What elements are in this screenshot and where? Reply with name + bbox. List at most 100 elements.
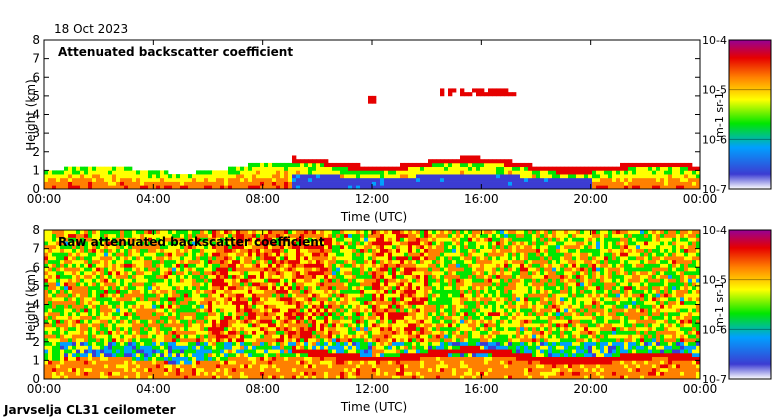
- heatmap-cell: [196, 338, 201, 343]
- heatmap-cell: [328, 300, 333, 305]
- heatmap-cell: [416, 304, 421, 309]
- heatmap-cell: [412, 364, 417, 369]
- heatmap-cell: [316, 293, 321, 298]
- heatmap-cell: [420, 367, 425, 372]
- heatmap-cell: [224, 278, 229, 283]
- heatmap-cell: [196, 259, 201, 264]
- heatmap-cell: [76, 237, 81, 242]
- heatmap-cell: [492, 88, 497, 93]
- heatmap-cell: [80, 319, 85, 324]
- heatmap-cell: [388, 241, 393, 246]
- heatmap-cell: [532, 177, 537, 182]
- heatmap-cell: [216, 270, 221, 276]
- heatmap-cell: [392, 274, 397, 279]
- heatmap-cell: [116, 367, 121, 372]
- heatmap-cell: [384, 256, 389, 261]
- heatmap-cell: [284, 326, 289, 331]
- heatmap-cell: [232, 311, 237, 317]
- heatmap-cell: [360, 244, 365, 249]
- heatmap-cell: [84, 300, 89, 305]
- heatmap-cell: [212, 341, 217, 346]
- heatmap-cell: [180, 367, 185, 372]
- heatmap-cell: [332, 244, 337, 249]
- heatmap-cell: [408, 364, 413, 369]
- heatmap-cell: [568, 185, 573, 190]
- heatmap-cell: [264, 375, 269, 380]
- heatmap-cell: [136, 285, 141, 290]
- heatmap-cell: [556, 174, 561, 179]
- heatmap-cell: [272, 181, 277, 186]
- heatmap-cell: [288, 174, 293, 179]
- heatmap-cell: [676, 162, 681, 168]
- heatmap-cell: [196, 371, 201, 376]
- heatmap-cell: [316, 233, 321, 238]
- heatmap-cell: [108, 230, 113, 235]
- heatmap-cell: [316, 319, 321, 324]
- heatmap-cell: [632, 177, 637, 182]
- heatmap-cell: [92, 174, 97, 179]
- heatmap-cell: [208, 293, 213, 298]
- heatmap-cell: [160, 364, 165, 369]
- heatmap-cell: [60, 349, 65, 354]
- heatmap-cell: [580, 166, 585, 171]
- heatmap-cell: [680, 177, 685, 182]
- heatmap-cell: [244, 241, 249, 246]
- heatmap-cell: [136, 293, 141, 298]
- heatmap-cell: [112, 230, 117, 235]
- heatmap-cell: [56, 326, 61, 331]
- heatmap-cell: [432, 162, 437, 168]
- heatmap-cell: [352, 274, 357, 279]
- heatmap-cell: [132, 308, 137, 313]
- heatmap-cell: [340, 345, 345, 350]
- heatmap-cell: [100, 367, 105, 372]
- heatmap-cell: [56, 285, 61, 290]
- heatmap-cell: [328, 274, 333, 279]
- heatmap-cell: [340, 300, 345, 305]
- heatmap-cell: [208, 304, 213, 309]
- heatmap-cell: [332, 233, 337, 238]
- heatmap-cell: [328, 311, 333, 317]
- heatmap-cell: [516, 170, 521, 175]
- heatmap-cell: [180, 297, 185, 302]
- heatmap-cell: [336, 256, 341, 261]
- heatmap-cell: [160, 371, 165, 376]
- heatmap-cell: [592, 181, 597, 186]
- heatmap-cell: [492, 177, 497, 182]
- heatmap-cell: [96, 334, 101, 339]
- heatmap-cell: [448, 88, 453, 93]
- heatmap-cell: [344, 345, 349, 350]
- heatmap-cell: [376, 270, 381, 276]
- heatmap-cell: [168, 244, 173, 249]
- heatmap-cell: [364, 315, 369, 320]
- heatmap-cell: [192, 375, 197, 380]
- heatmap-cell: [352, 349, 357, 354]
- heatmap-cell: [360, 323, 365, 328]
- heatmap-cell: [72, 319, 77, 324]
- heatmap-cell: [240, 166, 245, 171]
- heatmap-cell: [296, 297, 301, 302]
- heatmap-cell: [592, 166, 597, 171]
- heatmap-cell: [148, 259, 153, 264]
- heatmap-cell: [168, 259, 173, 264]
- heatmap-cell: [336, 181, 341, 186]
- heatmap-cell: [380, 237, 385, 242]
- heatmap-cell: [244, 174, 249, 179]
- heatmap-cell: [328, 259, 333, 264]
- heatmap-cell: [304, 304, 309, 309]
- heatmap-cell: [208, 256, 213, 261]
- heatmap-cell: [124, 308, 129, 313]
- heatmap-cell: [356, 311, 361, 317]
- heatmap-cell: [88, 274, 93, 279]
- heatmap-cell: [248, 241, 253, 246]
- heatmap-cell: [336, 371, 341, 376]
- heatmap-cell: [292, 252, 297, 257]
- heatmap-cell: [76, 241, 81, 246]
- heatmap-cell: [312, 371, 317, 376]
- heatmap-cell: [244, 364, 249, 369]
- heatmap-cell: [268, 323, 273, 328]
- heatmap-cell: [196, 323, 201, 328]
- heatmap-cell: [140, 360, 145, 365]
- heatmap-cell: [176, 304, 181, 309]
- heatmap-cell: [284, 278, 289, 283]
- heatmap-cell: [172, 297, 177, 302]
